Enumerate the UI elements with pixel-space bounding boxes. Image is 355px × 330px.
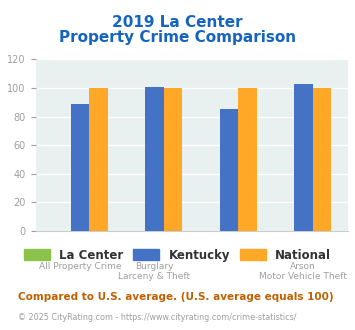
Bar	[220, 110, 238, 231]
Bar	[71, 104, 89, 231]
Bar	[238, 88, 257, 231]
Text: Property Crime Comparison: Property Crime Comparison	[59, 30, 296, 45]
Text: 2019 La Center: 2019 La Center	[112, 15, 243, 30]
Bar	[145, 86, 164, 231]
Bar	[294, 84, 312, 231]
Text: © 2025 CityRating.com - https://www.cityrating.com/crime-statistics/: © 2025 CityRating.com - https://www.city…	[18, 313, 296, 322]
Bar	[89, 88, 108, 231]
Bar	[312, 88, 331, 231]
Text: All Property Crime: All Property Crime	[39, 262, 121, 271]
Bar	[164, 88, 182, 231]
Text: Burglary
Larceny & Theft: Burglary Larceny & Theft	[119, 262, 191, 281]
Text: Compared to U.S. average. (U.S. average equals 100): Compared to U.S. average. (U.S. average …	[18, 292, 333, 302]
Legend: La Center, Kentucky, National: La Center, Kentucky, National	[19, 244, 336, 266]
Text: Arson
Motor Vehicle Theft: Arson Motor Vehicle Theft	[259, 262, 347, 281]
